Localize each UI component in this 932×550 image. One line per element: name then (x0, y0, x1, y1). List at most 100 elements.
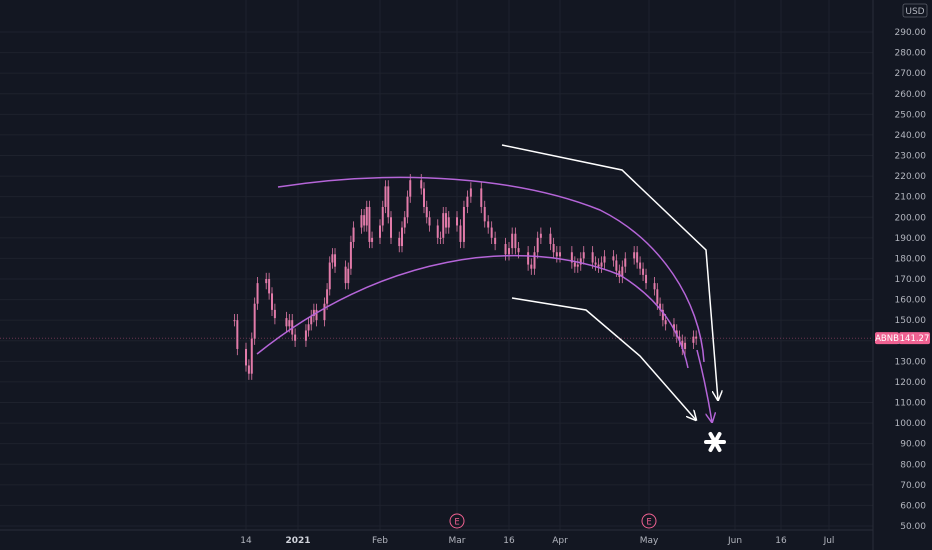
candle-body (312, 309, 315, 317)
projection-arrow-purple[interactable] (696, 349, 712, 422)
candle-body (656, 289, 659, 304)
candle-body (597, 264, 600, 267)
candle-body (559, 252, 561, 257)
candle-body (618, 270, 621, 277)
candle-body (420, 180, 423, 189)
candle-body (310, 316, 313, 325)
candle-body (256, 283, 259, 304)
candle-body (591, 252, 594, 263)
candle-body (425, 206, 428, 218)
candle-body (594, 262, 597, 265)
earnings-marker-label: E (454, 518, 459, 528)
candle-body (555, 252, 558, 257)
y-tick-label: 50.00 (900, 522, 926, 532)
candle-body (326, 289, 329, 304)
candle-body (428, 217, 431, 226)
candle-body (552, 244, 555, 253)
y-tick-label: 150.00 (895, 316, 927, 326)
y-tick-label: 230.00 (895, 152, 927, 162)
y-tick-label: 250.00 (895, 110, 927, 120)
candle-body (379, 225, 381, 238)
candle-body (681, 340, 684, 349)
candle-body (285, 318, 288, 327)
candle-body (459, 225, 462, 242)
earnings-marker-circle (641, 513, 657, 529)
candle-body (436, 225, 439, 238)
candle-body (445, 213, 447, 228)
candle-body (549, 233, 552, 245)
last-price-label: 141.27 (900, 334, 930, 344)
y-tick-label: 260.00 (895, 90, 927, 100)
candle-body (661, 309, 664, 321)
x-tick-label: 16 (775, 536, 787, 546)
y-tick-label: 290.00 (895, 28, 927, 38)
candle-body (236, 320, 239, 349)
candle-body (483, 206, 486, 222)
price-axis[interactable]: 290.00 280.00 270.00 260.00 250.00 240.00 230.… (895, 28, 927, 532)
y-tick-label: 210.00 (895, 193, 927, 203)
lower-arc-curve[interactable] (256, 254, 689, 369)
y-tick-label: 170.00 (895, 275, 927, 285)
candle-body (331, 254, 334, 263)
candle-body (621, 266, 624, 277)
candle-body (439, 237, 442, 239)
candle-body (349, 241, 352, 269)
candle-body (600, 262, 603, 267)
candle-body (268, 279, 271, 294)
candle-body (536, 237, 539, 253)
candle-body (307, 324, 310, 331)
candle-body (504, 244, 507, 255)
candle-body (271, 293, 273, 310)
candle-body (624, 258, 627, 267)
candle-body (423, 188, 425, 207)
candle-body (253, 303, 256, 339)
candle-body (371, 237, 374, 242)
candle-body (381, 206, 384, 226)
x-tick-label: 2021 (285, 536, 310, 546)
earnings-marker[interactable]: E (449, 513, 465, 529)
y-tick-label: 220.00 (895, 172, 927, 182)
candle-body (511, 233, 514, 249)
y-tick-label: 190.00 (895, 234, 927, 244)
lower-trend-arrow[interactable] (511, 297, 696, 420)
candle-body (692, 336, 695, 343)
upper-arc-curve[interactable] (277, 176, 705, 363)
x-tick-label: Mar (449, 536, 466, 546)
candle-body (442, 213, 445, 238)
candle-body (344, 266, 347, 284)
price-badge[interactable]: ABNB 141.27 (875, 332, 930, 345)
candle-body (250, 338, 253, 374)
time-axis[interactable]: 14 2021 Feb Mar 16 Apr May Jun 16 Jul (240, 536, 834, 546)
candle-body (695, 336, 698, 339)
ticker-label: ABNB (875, 334, 899, 344)
candle-body (672, 324, 675, 331)
candle-body (570, 252, 573, 263)
candle-body (384, 186, 387, 207)
candle-body (645, 274, 648, 284)
candle-body (514, 233, 517, 249)
candle-body (508, 248, 510, 255)
candle-body (684, 342, 687, 349)
x-tick-label: Feb (372, 536, 388, 546)
candle-body (387, 186, 390, 218)
candle-body (490, 227, 493, 238)
candle-body (409, 180, 412, 197)
candle-body (653, 283, 656, 290)
candle-body (466, 196, 469, 207)
candle-body (406, 196, 409, 218)
candle-body (603, 256, 606, 263)
candle-body (447, 217, 450, 228)
candlesticks (233, 174, 698, 380)
upper-trend-arrow[interactable] (501, 144, 718, 400)
candle-body (347, 268, 350, 284)
candle-body (398, 237, 401, 247)
candle-body (304, 330, 307, 341)
y-tick-label: 180.00 (895, 254, 927, 264)
currency-box[interactable]: USD (902, 3, 928, 18)
y-tick-label: 70.00 (900, 481, 926, 491)
earnings-marker[interactable]: E (641, 513, 657, 529)
candle-body (539, 233, 542, 238)
candle-body (265, 279, 268, 284)
